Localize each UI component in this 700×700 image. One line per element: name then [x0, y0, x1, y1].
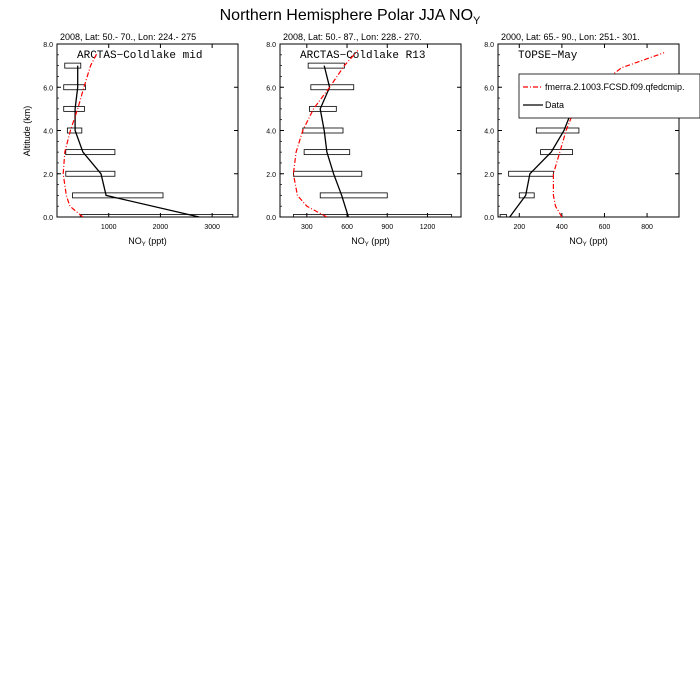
x-axis-label-main: NO	[351, 236, 365, 246]
x-tick-label: 3000	[204, 224, 220, 231]
range-box	[319, 192, 388, 199]
range-box	[63, 84, 86, 91]
x-tick-label: 200	[513, 224, 525, 231]
range-box	[499, 214, 507, 217]
x-tick-label: 2000	[153, 224, 169, 231]
panel-header: 2008, Lat: 50.- 87., Lon: 228.- 270.	[283, 32, 422, 42]
figure-title: Northern Hemisphere Polar JJA NOY	[220, 7, 481, 27]
panels: 2008, Lat: 50.- 70., Lon: 224.- 275 ARCTA…	[43, 32, 700, 248]
figure-title-subscript: Y	[473, 15, 481, 27]
range-box	[293, 170, 363, 177]
x-axis-label-subscript: Y	[583, 242, 587, 248]
range-box	[535, 127, 580, 134]
x-axis-label-main: NO	[569, 236, 583, 246]
figure-title-main: Northern Hemisphere Polar JJA NO	[220, 7, 473, 24]
plot-area	[62, 52, 234, 217]
data-profile-line	[319, 65, 350, 217]
x-tick-label: 1000	[101, 224, 117, 231]
y-tick-label: 6.0	[484, 85, 494, 92]
y-tick-label: 4.0	[43, 129, 53, 136]
campaign-label: ARCTAS−Coldlake mid	[77, 50, 202, 62]
y-axis-label: Altitude (km)	[22, 106, 32, 157]
y-tick-label: 8.0	[43, 42, 53, 49]
y-tick-label: 0.0	[266, 215, 276, 222]
x-tick-label: 800	[641, 224, 653, 231]
x-axis-label: NOY (ppt)	[569, 236, 608, 248]
y-tick-label: 2.0	[484, 172, 494, 179]
legend-box	[518, 73, 700, 119]
y-tick-label: 8.0	[484, 42, 494, 49]
legend: fmerra.2.1003.FCSD.f09.qfedcmip. Data	[518, 73, 700, 119]
model-profile-line	[292, 50, 359, 217]
x-axis-label: NOY (ppt)	[128, 236, 167, 248]
y-tick-label: 4.0	[266, 129, 276, 136]
range-box	[540, 149, 573, 156]
range-box	[293, 214, 453, 217]
data-profile-line	[74, 65, 200, 217]
legend-label: Data	[545, 100, 564, 110]
y-tick-label: 0.0	[43, 215, 53, 222]
range-box	[309, 105, 337, 112]
x-tick-label: 900	[381, 224, 393, 231]
range-box	[508, 170, 554, 177]
panel-3: 2000, Lat: 65.- 90., Lon: 251.- 301. TOPS…	[484, 32, 700, 248]
panel-2: 2008, Lat: 50.- 87., Lon: 228.- 270. ARCT…	[266, 32, 462, 248]
y-tick-label: 6.0	[43, 85, 53, 92]
panel-1: 2008, Lat: 50.- 70., Lon: 224.- 275 ARCTA…	[43, 32, 239, 248]
x-axis-label-unit: (ppt)	[369, 236, 390, 246]
y-tick-label: 0.0	[484, 215, 494, 222]
y-tick-label: 8.0	[266, 42, 276, 49]
range-box	[310, 84, 355, 91]
y-tick-label: 2.0	[43, 172, 53, 179]
y-tick-label: 2.0	[266, 172, 276, 179]
range-box	[63, 105, 85, 112]
x-tick-label: 600	[341, 224, 353, 231]
range-box	[64, 62, 82, 69]
campaign-label: ARCTAS−Coldlake R13	[300, 50, 425, 62]
x-tick-label: 300	[301, 224, 313, 231]
x-axis-label-main: NO	[128, 236, 142, 246]
x-axis-label: NOY (ppt)	[351, 236, 390, 248]
x-tick-label: 600	[599, 224, 611, 231]
range-box	[65, 170, 116, 177]
campaign-label: TOPSE−May	[518, 50, 578, 62]
x-tick-label: 400	[556, 224, 568, 231]
range-box	[79, 214, 234, 217]
panel-header: 2000, Lat: 65.- 90., Lon: 251.- 301.	[501, 32, 640, 42]
legend-label: fmerra.2.1003.FCSD.f09.qfedcmip.	[545, 82, 685, 92]
range-box	[65, 149, 116, 156]
x-axis-label-unit: (ppt)	[146, 236, 167, 246]
y-tick-label: 4.0	[484, 129, 494, 136]
panel-header: 2008, Lat: 50.- 70., Lon: 224.- 275	[60, 32, 196, 42]
x-tick-label: 1200	[420, 224, 436, 231]
x-axis-label-subscript: Y	[365, 242, 369, 248]
x-axis-label-unit: (ppt)	[587, 236, 608, 246]
y-tick-label: 6.0	[266, 85, 276, 92]
plot-area	[292, 50, 453, 217]
model-profile-line	[62, 52, 98, 217]
x-axis-label-subscript: Y	[142, 242, 146, 248]
